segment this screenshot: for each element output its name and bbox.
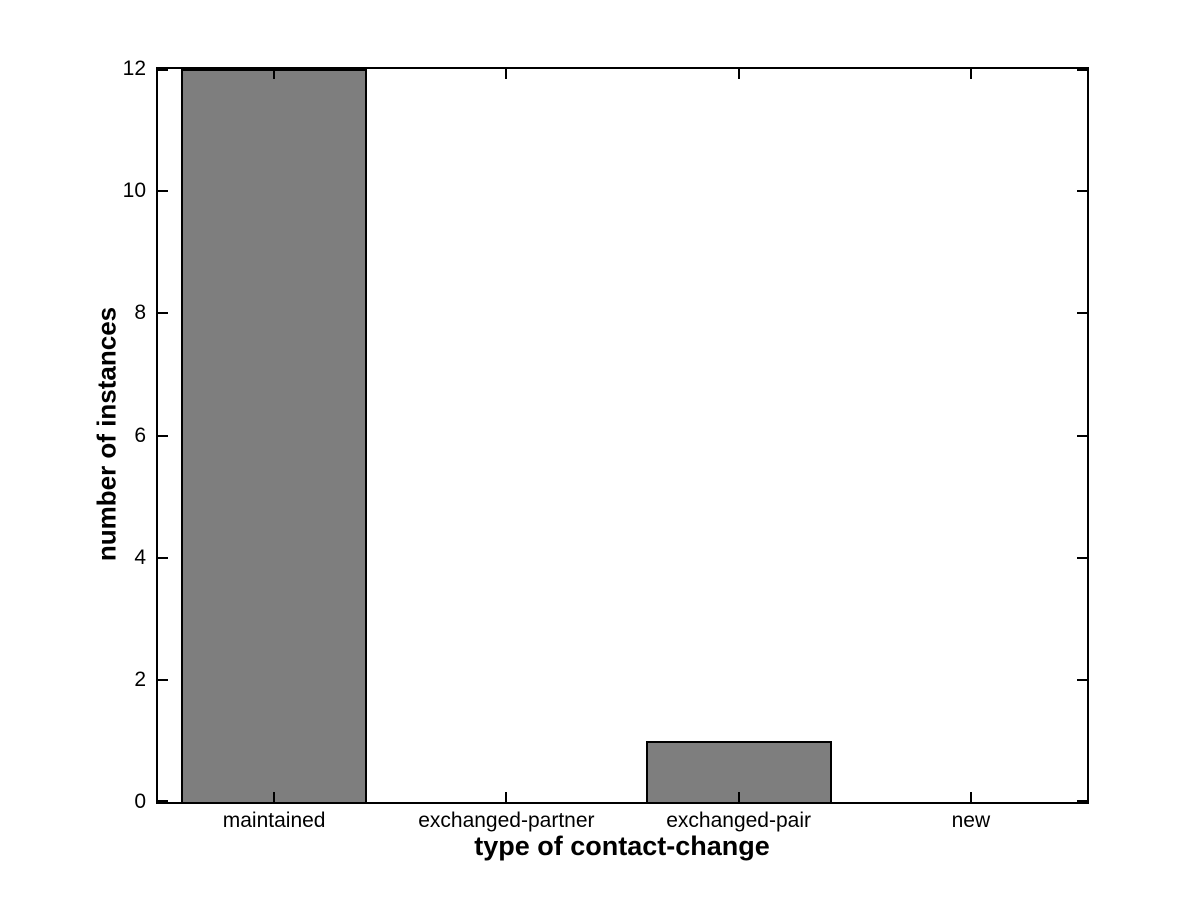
x-tick-bottom-exchanged-pair [738,792,740,802]
x-tick-top-maintained [273,69,275,79]
x-tick-top-exchanged-pair [738,69,740,79]
y-tick-left-4 [158,557,168,559]
y-tick-left-10 [158,190,168,192]
x-tick-bottom-exchanged-partner [505,792,507,802]
y-tick-label-4: 4 [134,545,146,569]
y-tick-label-10: 10 [122,179,146,203]
bar-maintained [181,69,367,802]
bar-exchanged-pair [646,741,832,802]
y-tick-right-4 [1077,557,1087,559]
y-tick-right-0 [1077,800,1087,802]
y-tick-label-6: 6 [134,423,146,447]
y-tick-right-6 [1077,435,1087,437]
x-tick-top-new [970,69,972,79]
x-tick-bottom-new [970,792,972,802]
y-tick-left-2 [158,679,168,681]
y-tick-label-12: 12 [122,57,146,80]
y-tick-right-8 [1077,312,1087,314]
y-tick-label-8: 8 [134,301,146,325]
y-tick-left-8 [158,312,168,314]
y-tick-left-0 [158,800,168,802]
y-tick-label-2: 2 [134,667,146,691]
y-tick-left-6 [158,435,168,437]
y-tick-right-10 [1077,190,1087,192]
x-axis-label: type of contact-change [474,831,770,861]
y-tick-right-12 [1077,69,1087,71]
x-tick-label-maintained: maintained [222,809,326,832]
y-tick-left-12 [158,69,168,71]
x-tick-bottom-maintained [273,792,275,802]
y-tick-right-2 [1077,679,1087,681]
x-tick-label-exchanged-partner: exchanged-partner [418,809,595,832]
y-tick-label-0: 0 [134,790,146,813]
x-tick-label-exchanged-pair: exchanged-pair [666,809,811,832]
x-tick-top-exchanged-partner [505,69,507,79]
plot-area [156,67,1089,804]
x-tick-label-new: new [951,809,991,832]
